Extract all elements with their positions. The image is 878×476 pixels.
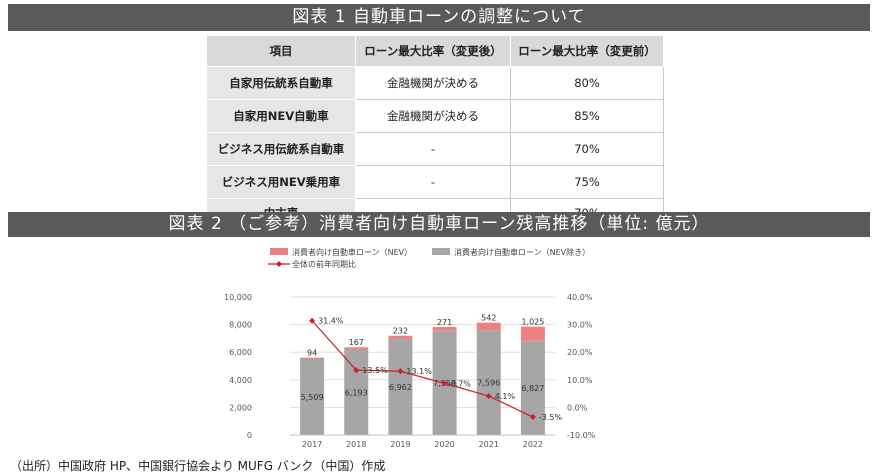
table-cell: 金融機関が決める xyxy=(355,99,511,133)
yoy-label: 13.1% xyxy=(406,367,432,376)
y-right-tick-label: -10.0% xyxy=(567,431,596,440)
bar-nev xyxy=(432,327,457,331)
bar-label-non-nev: 6,962 xyxy=(389,383,412,392)
x-tick-label: 2020 xyxy=(434,440,454,449)
bar-label-nev: 1,025 xyxy=(521,318,544,327)
bar-nev xyxy=(520,326,545,341)
yoy-point xyxy=(441,380,448,387)
yoy-label: 13.5% xyxy=(362,366,388,375)
legend-label-yoy: 全体の前年同期比 xyxy=(292,259,356,269)
bar-non-nev xyxy=(344,349,369,435)
y-left-tick-label: 0 xyxy=(247,431,252,440)
legend-label-non-nev: 消費者向け自動車ローン（NEV除き） xyxy=(454,247,590,257)
table-cell: 75% xyxy=(510,165,664,199)
table-cell: ビジネス用伝統系自動車 xyxy=(207,132,356,166)
bar-label-nev: 232 xyxy=(393,327,408,336)
table-cell: ビジネス用NEV乗用車 xyxy=(207,165,356,199)
table-cell: - xyxy=(355,132,511,166)
y-right-tick-label: 10.0% xyxy=(567,376,593,385)
table-cell: 85% xyxy=(510,99,664,133)
bar-non-nev xyxy=(300,358,325,435)
table-cell: - xyxy=(355,165,511,199)
yoy-point xyxy=(353,367,360,374)
yoy-label: 31.4% xyxy=(318,317,344,326)
y-right-tick-label: 20.0% xyxy=(567,348,593,357)
x-tick-label: 2017 xyxy=(302,440,322,449)
table-cell: 70% xyxy=(510,132,664,166)
x-tick-label: 2018 xyxy=(346,440,366,449)
y-right-tick-label: 30.0% xyxy=(567,321,593,330)
table-row: 自家用NEV自動車 金融機関が決める 85% xyxy=(207,99,664,133)
legend-marker-yoy xyxy=(276,261,282,267)
bar-non-nev xyxy=(476,330,501,435)
x-tick-label: 2021 xyxy=(479,440,499,449)
table-header-after: ローン最大比率（変更後） xyxy=(355,36,511,67)
bar-nev xyxy=(344,347,369,350)
chart-plot-area: 0 2,000 4,000 6,000 8,000 10,000 -10.0% 0.0% 10.… xyxy=(224,293,596,449)
y-left-tick-label: 4,000 xyxy=(229,376,252,385)
table-cell: 80% xyxy=(510,66,664,100)
table-header-item: 項目 xyxy=(207,36,356,67)
y-left-tick-label: 6,000 xyxy=(229,348,252,357)
table-cell: 金融機関が決める xyxy=(355,66,511,100)
y-left-tick-label: 8,000 xyxy=(229,321,252,330)
y-left-tick-label: 2,000 xyxy=(229,403,252,412)
legend-swatch-nev xyxy=(270,248,288,255)
bar-nev xyxy=(388,335,413,339)
yoy-point xyxy=(309,317,316,324)
figure2-title: 図表 2 （ご参考）消費者向け自動車ローン残高推移（単位: 億元） xyxy=(8,212,870,237)
bar-label-non-nev: 7,596 xyxy=(477,379,500,388)
yoy-label: 4.1% xyxy=(495,392,516,401)
yoy-point xyxy=(485,393,492,400)
bar-label-nev: 271 xyxy=(437,318,452,327)
y-right-tick-label: 0.0% xyxy=(567,403,588,412)
legend-label-nev: 消費者向け自動車ローン（NEV） xyxy=(292,247,412,257)
auto-loan-balance-chart: 消費者向け自動車ローン（NEV） 消費者向け自動車ローン（NEV除き） 全体の前… xyxy=(224,247,596,449)
yoy-label: -3.5% xyxy=(539,413,563,422)
table-row: 自家用伝統系自動車 金融機関が決める 80% xyxy=(207,66,664,100)
x-tick-label: 2022 xyxy=(523,440,543,449)
yoy-point xyxy=(529,414,536,421)
yoy-point xyxy=(397,368,404,375)
loan-ratio-table: 項目 ローン最大比率（変更後） ローン最大比率（変更前） 自家用伝統系自動車 金… xyxy=(207,36,664,228)
source-footnote: （出所）中国政府 HP、中国銀行協会より MUFG バンク（中国）作成 xyxy=(10,459,386,473)
table-cell: 自家用伝統系自動車 xyxy=(207,66,356,100)
yoy-line xyxy=(311,320,534,418)
bar-label-nev: 167 xyxy=(349,338,364,347)
table-row: ビジネス用NEV乗用車 - 75% xyxy=(207,165,664,199)
table-row: ビジネス用伝統系自動車 - 70% xyxy=(207,132,664,166)
table-header-row: 項目 ローン最大比率（変更後） ローン最大比率（変更前） xyxy=(207,36,664,67)
y-left-tick-label: 10,000 xyxy=(224,293,252,302)
yoy-label: 8.7% xyxy=(451,379,472,388)
x-tick-label: 2019 xyxy=(390,440,410,449)
table-cell: 自家用NEV自動車 xyxy=(207,99,356,133)
bar-nev xyxy=(476,322,501,331)
bar-label-non-nev: 6,193 xyxy=(345,388,368,397)
bar-label-nev: 542 xyxy=(481,314,496,323)
bar-label-non-nev: 5,509 xyxy=(301,393,324,402)
bar-non-nev xyxy=(388,338,413,435)
bar-label-non-nev: 6,827 xyxy=(521,384,544,393)
y-right-tick-label: 40.0% xyxy=(567,293,593,302)
legend-swatch-non-nev xyxy=(432,248,450,255)
chart-legend: 消費者向け自動車ローン（NEV） 消費者向け自動車ローン（NEV除き） 全体の前… xyxy=(268,247,590,269)
figure1-title: 図表 1 自動車ローンの調整について xyxy=(8,4,870,31)
table-header-before: ローン最大比率（変更前） xyxy=(510,36,664,67)
bar-nev xyxy=(300,357,325,359)
bar-label-nev: 94 xyxy=(307,349,317,358)
